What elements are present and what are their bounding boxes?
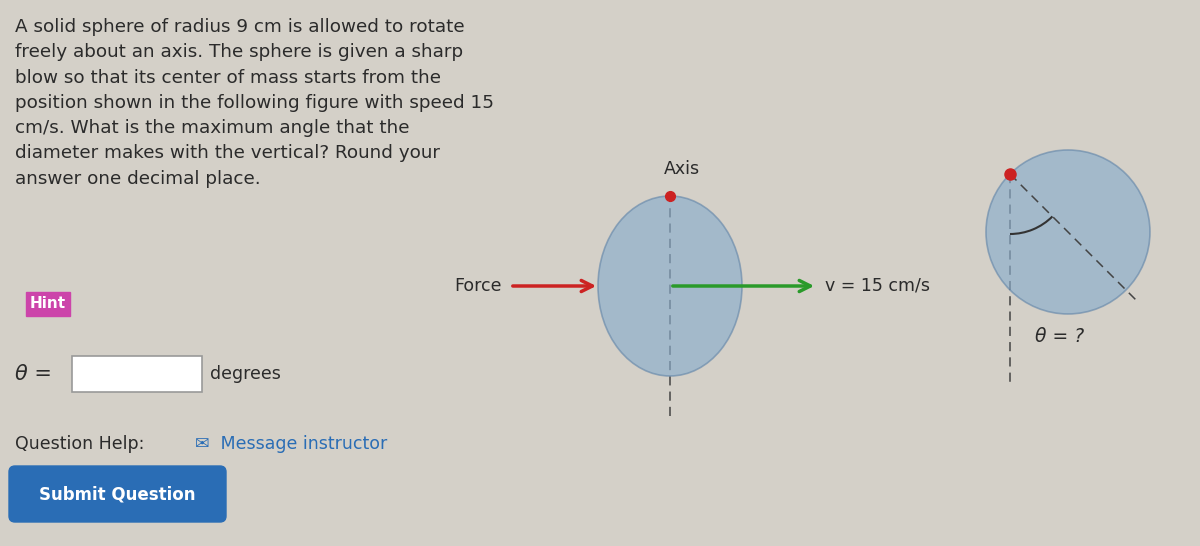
Text: Axis: Axis <box>664 160 700 178</box>
Text: Submit Question: Submit Question <box>40 485 196 503</box>
Text: θ =: θ = <box>14 364 52 384</box>
Text: degrees: degrees <box>210 365 281 383</box>
FancyBboxPatch shape <box>72 356 202 392</box>
Text: Question Help:: Question Help: <box>14 435 144 453</box>
FancyBboxPatch shape <box>10 466 226 522</box>
Text: ✉  Message instructor: ✉ Message instructor <box>194 435 388 453</box>
Ellipse shape <box>598 196 742 376</box>
Text: A solid sphere of radius 9 cm is allowed to rotate
freely about an axis. The sph: A solid sphere of radius 9 cm is allowed… <box>14 18 494 188</box>
Text: Force: Force <box>455 277 502 295</box>
Text: v = 15 cm/s: v = 15 cm/s <box>826 277 930 295</box>
Circle shape <box>986 150 1150 314</box>
Text: θ = ?: θ = ? <box>1034 327 1085 346</box>
Text: Hint: Hint <box>30 296 66 312</box>
